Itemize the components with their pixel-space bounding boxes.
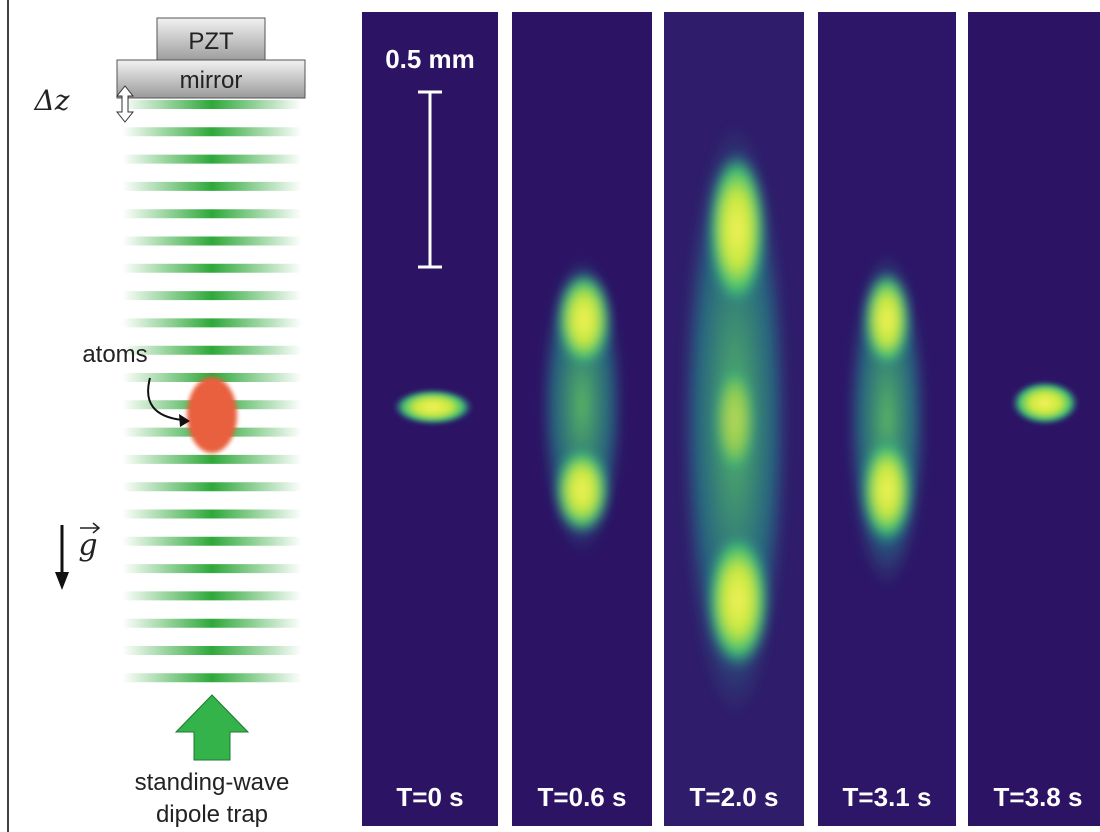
time-label: T=2.0 s: [690, 782, 779, 812]
fringe: [122, 510, 302, 519]
cloud: [863, 270, 911, 370]
cloud: [861, 435, 913, 545]
time-label: T=0.6 s: [538, 782, 627, 812]
fringe: [122, 591, 302, 600]
fringe: [122, 100, 302, 109]
fringe: [122, 619, 302, 628]
cloud: [1011, 381, 1079, 425]
fringe: [122, 155, 302, 164]
gravity-label: g: [78, 528, 97, 563]
scale-bar-label: 0.5 mm: [385, 44, 475, 74]
fringe: [122, 673, 302, 682]
fringe: [122, 564, 302, 573]
trap-label-2: dipole trap: [156, 801, 268, 828]
figure: PZT mirror Δz atoms g standing-wave dipo…: [0, 0, 1100, 832]
time-label: T=3.1 s: [843, 782, 932, 812]
fringe: [122, 182, 302, 191]
fringe: [122, 237, 302, 246]
atoms-arrow: [148, 378, 182, 420]
fringe: [122, 264, 302, 273]
trap-arrow: [176, 695, 248, 760]
cloud: [713, 360, 757, 480]
atom-cloud: [187, 377, 237, 453]
fringe: [122, 537, 302, 546]
pzt-label: PZT: [188, 28, 234, 55]
fringe: [122, 209, 302, 218]
fringe: [122, 482, 302, 491]
cloud: [707, 150, 767, 310]
cloud: [556, 270, 612, 370]
fringe: [122, 291, 302, 300]
fringe: [122, 455, 302, 464]
fringe: [122, 646, 302, 655]
fringe: [122, 127, 302, 136]
atoms-label: atoms: [82, 341, 147, 368]
fringe: [122, 346, 302, 355]
time-label: T=3.8 s: [994, 782, 1083, 812]
cloud: [706, 530, 770, 670]
trap-label-1: standing-wave: [135, 769, 290, 796]
panels: 0.5 mm T=0 s T=0.6 s T=2.0 s T=3.1 s T=3…: [362, 12, 1100, 826]
mirror-label: mirror: [180, 67, 243, 94]
delta-z: Δz: [34, 84, 70, 117]
cloud: [393, 389, 473, 425]
fringe: [122, 318, 302, 327]
cloud: [554, 445, 610, 535]
time-label: T=0 s: [396, 782, 463, 812]
gravity-arrowhead: [55, 572, 69, 590]
